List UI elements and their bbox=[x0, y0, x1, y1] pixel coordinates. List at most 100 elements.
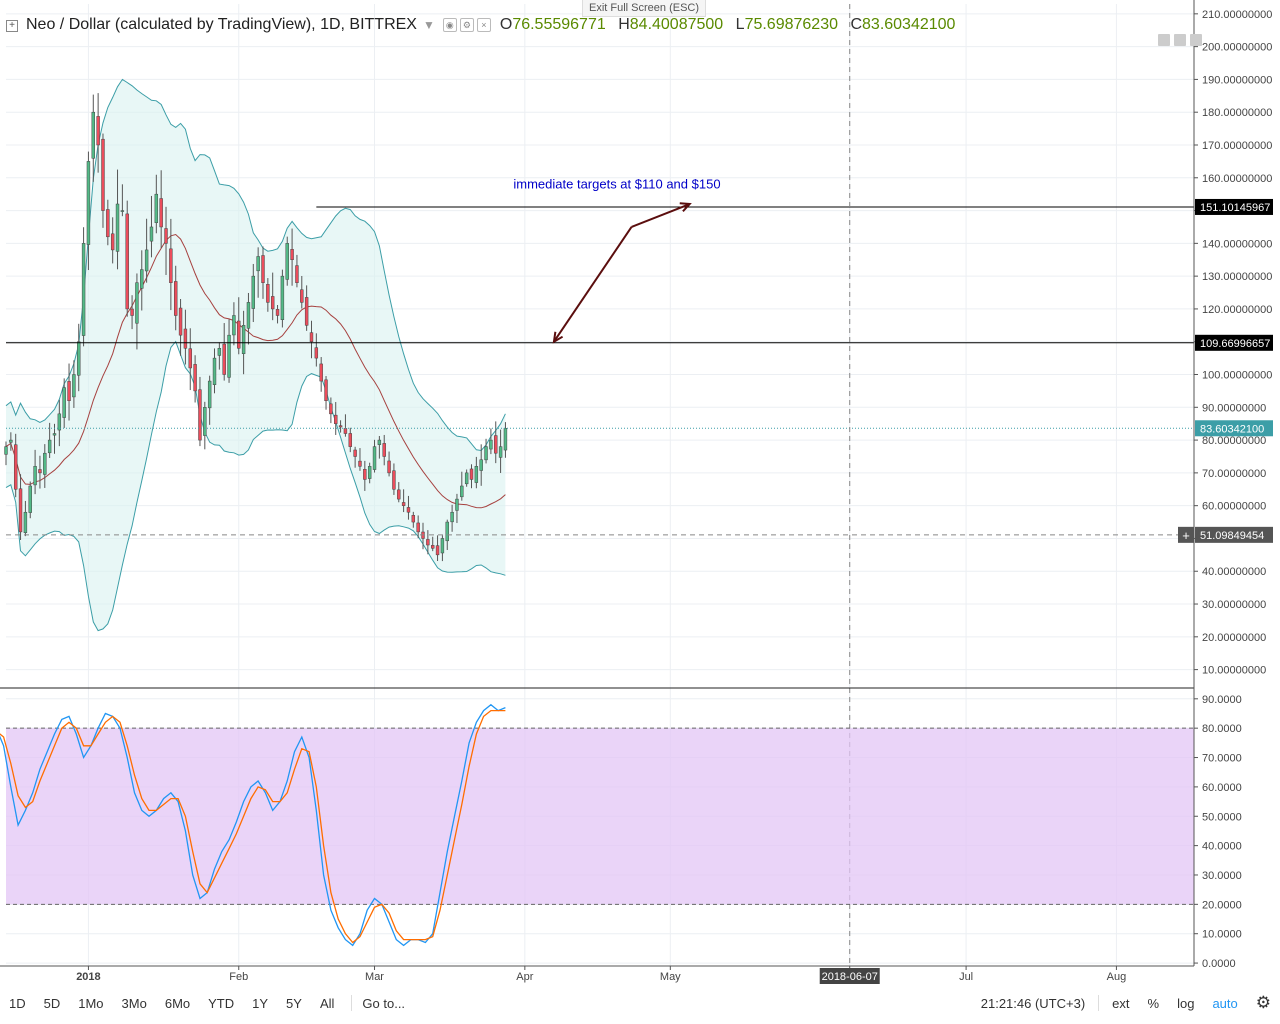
candle-body bbox=[154, 193, 159, 223]
candle-body bbox=[304, 297, 309, 326]
settings-icon[interactable]: ⚙ bbox=[459, 18, 474, 32]
candle-body bbox=[406, 507, 411, 513]
toolbar-divider bbox=[351, 995, 353, 1011]
price-tick-label: 140.00000000 bbox=[1202, 238, 1272, 250]
candle-body bbox=[469, 468, 474, 480]
open-value: 76.55596771 bbox=[512, 16, 606, 33]
time-tick-label: Apr bbox=[516, 971, 533, 983]
candle-body bbox=[232, 315, 236, 336]
candle-body bbox=[149, 226, 154, 242]
candle-body bbox=[338, 425, 343, 428]
candle-body bbox=[4, 446, 8, 455]
candle-body bbox=[494, 435, 498, 454]
stoch-tick-label: 20.0000 bbox=[1202, 899, 1242, 911]
candle-body bbox=[397, 489, 401, 500]
candle-body bbox=[81, 243, 86, 336]
bollinger-basis bbox=[5, 233, 506, 509]
candle-body bbox=[144, 249, 149, 272]
candle-body bbox=[261, 255, 265, 283]
candle-body bbox=[86, 161, 91, 245]
settings-gear-icon[interactable]: ⚙ bbox=[1255, 993, 1271, 1012]
candle-body bbox=[484, 446, 488, 461]
timeframe-1mo[interactable]: 1Mo bbox=[78, 995, 104, 1011]
log-toggle[interactable]: log bbox=[1177, 995, 1195, 1011]
candle-body bbox=[266, 284, 270, 303]
symbol-title[interactable]: Neo / Dollar (calculated by TradingView)… bbox=[26, 16, 417, 33]
stoch-tick-label: 0.0000 bbox=[1202, 958, 1236, 970]
low-value: 75.69876230 bbox=[744, 16, 838, 33]
timeframe-1y[interactable]: 1Y bbox=[252, 995, 269, 1011]
price-axis-label: 109.66996657 bbox=[1200, 338, 1270, 350]
stoch-tick-label: 90.0000 bbox=[1202, 694, 1242, 706]
price-axis-label: 151.10145967 bbox=[1200, 202, 1270, 214]
candle-body bbox=[334, 414, 338, 424]
bollinger-lower-band bbox=[5, 340, 506, 632]
candle-body bbox=[106, 209, 110, 238]
candle-body bbox=[319, 363, 323, 382]
stoch-tick-label: 70.0000 bbox=[1202, 753, 1242, 765]
collapse-icon[interactable]: + bbox=[6, 20, 18, 32]
timeframe-all[interactable]: All bbox=[319, 995, 335, 1011]
ext-toggle[interactable]: ext bbox=[1112, 995, 1130, 1011]
candle-body bbox=[77, 341, 81, 376]
chevron-down-icon[interactable]: ▼ bbox=[422, 18, 435, 32]
price-tick-label: 180.00000000 bbox=[1202, 107, 1272, 119]
timeframe-5d[interactable]: 5D bbox=[43, 995, 61, 1011]
exit-fullscreen-button[interactable]: Exit Full Screen (ESC) bbox=[582, 0, 707, 17]
pane-controls bbox=[1158, 34, 1202, 46]
candle-body bbox=[164, 228, 168, 244]
candle-body bbox=[445, 521, 449, 542]
candle-body bbox=[241, 325, 246, 354]
pane-down-icon[interactable] bbox=[1174, 34, 1186, 46]
candle-body bbox=[178, 307, 183, 336]
ohlc-values: O76.55596771 H84.40087500 L75.69876230 C… bbox=[499, 16, 956, 33]
price-axis-label-bg bbox=[1195, 420, 1273, 437]
eye-icon[interactable]: ◉ bbox=[442, 18, 457, 32]
price-tick-label: 60.00000000 bbox=[1202, 501, 1266, 513]
candle-body bbox=[401, 502, 406, 506]
candle-body bbox=[135, 282, 139, 324]
timeframe-ytd[interactable]: YTD bbox=[208, 995, 235, 1011]
pane-up-icon[interactable] bbox=[1158, 34, 1170, 46]
candle-body bbox=[295, 265, 299, 283]
price-tick-label: 40.00000000 bbox=[1202, 566, 1266, 578]
candle-body bbox=[183, 328, 188, 349]
candle-body bbox=[246, 302, 251, 329]
stoch-tick-label: 60.0000 bbox=[1202, 782, 1242, 794]
price-tick-label: 90.00000000 bbox=[1202, 402, 1266, 414]
auto-toggle[interactable]: auto bbox=[1212, 995, 1238, 1011]
price-tick-label: 190.00000000 bbox=[1202, 74, 1272, 86]
bottom-toolbar: 1D 5D 1Mo 3Mo 6Mo YTD 1Y 5Y All Go to...… bbox=[0, 988, 1280, 1018]
timeframe-1d[interactable]: 1D bbox=[9, 995, 26, 1011]
price-tick-label: 80.00000000 bbox=[1202, 435, 1266, 447]
stoch-tick-label: 10.0000 bbox=[1202, 929, 1242, 941]
candle-body bbox=[411, 515, 416, 523]
candle-body bbox=[101, 138, 105, 211]
timeframe-3mo[interactable]: 3Mo bbox=[121, 995, 147, 1011]
price-tick-label: 130.00000000 bbox=[1202, 271, 1272, 283]
candle-body bbox=[188, 348, 192, 369]
candle-body bbox=[314, 347, 319, 359]
clock-display[interactable]: 21:21:46 (UTC+3) bbox=[980, 995, 1086, 1011]
candle-body bbox=[57, 413, 62, 431]
goto-button[interactable]: Go to... bbox=[362, 995, 406, 1011]
candle-body bbox=[426, 539, 430, 546]
time-tick-label: May bbox=[660, 971, 681, 983]
timeframe-6mo[interactable]: 6Mo bbox=[164, 995, 191, 1011]
price-chart[interactable]: immediate targets at $110 and $150 210.00… bbox=[0, 0, 1280, 988]
candle-body bbox=[174, 281, 178, 316]
close-icon[interactable]: × bbox=[476, 18, 491, 32]
annotation-text: immediate targets at $110 and $150 bbox=[513, 176, 720, 191]
candle-body bbox=[440, 538, 445, 554]
candle-body bbox=[280, 275, 285, 320]
candle-body bbox=[498, 446, 503, 458]
candle-body bbox=[217, 348, 222, 356]
candle-body bbox=[479, 459, 483, 471]
timeframe-5y[interactable]: 5Y bbox=[286, 995, 302, 1011]
stoch-line-d bbox=[0, 709, 506, 944]
candle-body bbox=[392, 470, 396, 490]
percent-toggle[interactable]: % bbox=[1147, 995, 1160, 1011]
pane-maximize-icon[interactable] bbox=[1190, 34, 1202, 46]
candle-body bbox=[372, 446, 377, 470]
price-tick-label: 210.00000000 bbox=[1202, 9, 1272, 21]
